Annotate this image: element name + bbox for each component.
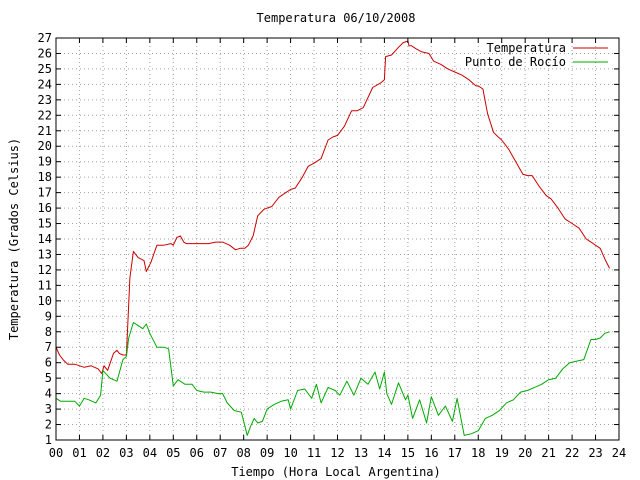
y-tick-label: 7 <box>45 340 52 354</box>
chart-title: Temperatura 06/10/2008 <box>257 11 416 25</box>
x-tick-label: 16 <box>424 446 438 460</box>
y-tick-label: 26 <box>38 46 52 60</box>
y-tick-label: 23 <box>38 93 52 107</box>
y-tick-label: 8 <box>45 325 52 339</box>
grid <box>56 38 619 440</box>
x-tick-label: 13 <box>354 446 368 460</box>
x-tick-label: 05 <box>166 446 180 460</box>
y-tick-labels: 1234567891011121314151617181920212223242… <box>38 31 52 447</box>
y-tick-label: 13 <box>38 247 52 261</box>
x-tick-labels: 00 01 02 03 04 05 06 07 08 09 10 11 12 13 14 15 16 17 18 19… <box>49 446 626 460</box>
y-tick-label: 22 <box>38 108 52 122</box>
x-tick-label: 07 <box>213 446 227 460</box>
y-tick-label: 4 <box>45 387 52 401</box>
x-tick-label: 18 <box>471 446 485 460</box>
y-tick-label: 12 <box>38 263 52 277</box>
y-tick-label: 10 <box>38 294 52 308</box>
y-tick-label: 18 <box>38 170 52 184</box>
x-tick-label: 20 <box>518 446 532 460</box>
legend-label-temperatura: Temperatura <box>487 41 566 55</box>
x-tick-label: 08 <box>236 446 250 460</box>
y-tick-label: 25 <box>38 62 52 76</box>
legend-label-punto-de-rocio: Punto de Rocío <box>465 55 566 69</box>
x-tick-label: 12 <box>330 446 344 460</box>
y-tick-label: 5 <box>45 371 52 385</box>
x-tick-label: 04 <box>143 446 157 460</box>
x-axis-label: Tiempo (Hora Local Argentina) <box>231 465 441 479</box>
y-tick-label: 19 <box>38 155 52 169</box>
legend: Temperatura Punto de Rocío <box>465 41 608 69</box>
x-tick-label: 00 <box>49 446 63 460</box>
y-axis-label: Temperatura (Grados Celsius) <box>7 138 21 340</box>
y-tick-label: 27 <box>38 31 52 45</box>
series-line-0 <box>55 40 611 374</box>
y-tick-label: 9 <box>45 309 52 323</box>
x-tick-label: 23 <box>588 446 602 460</box>
x-tick-label: 11 <box>307 446 321 460</box>
y-tick-label: 17 <box>38 186 52 200</box>
y-tick-label: 3 <box>45 402 52 416</box>
x-tick-label: 22 <box>565 446 579 460</box>
y-tick-label: 14 <box>38 232 52 246</box>
y-tick-label: 2 <box>45 418 52 432</box>
x-tick-label: 02 <box>96 446 110 460</box>
x-tick-label: 06 <box>190 446 204 460</box>
series-line-1 <box>55 322 610 436</box>
x-tick-label: 01 <box>72 446 86 460</box>
axis-ticks <box>55 37 620 441</box>
y-tick-label: 1 <box>45 433 52 447</box>
y-tick-label: 15 <box>38 217 52 231</box>
x-tick-label: 09 <box>260 446 274 460</box>
y-tick-label: 21 <box>38 124 52 138</box>
x-tick-label: 21 <box>541 446 555 460</box>
y-tick-label: 20 <box>38 139 52 153</box>
x-tick-label: 14 <box>377 446 391 460</box>
x-tick-label: 15 <box>401 446 415 460</box>
series-lines <box>55 40 611 436</box>
y-tick-label: 11 <box>38 278 52 292</box>
x-tick-label: 24 <box>612 446 626 460</box>
y-tick-label: 16 <box>38 201 52 215</box>
x-tick-label: 10 <box>283 446 297 460</box>
y-tick-label: 6 <box>45 356 52 370</box>
y-tick-label: 24 <box>38 77 52 91</box>
x-tick-label: 19 <box>494 446 508 460</box>
x-tick-label: 03 <box>119 446 133 460</box>
x-tick-label: 17 <box>448 446 462 460</box>
